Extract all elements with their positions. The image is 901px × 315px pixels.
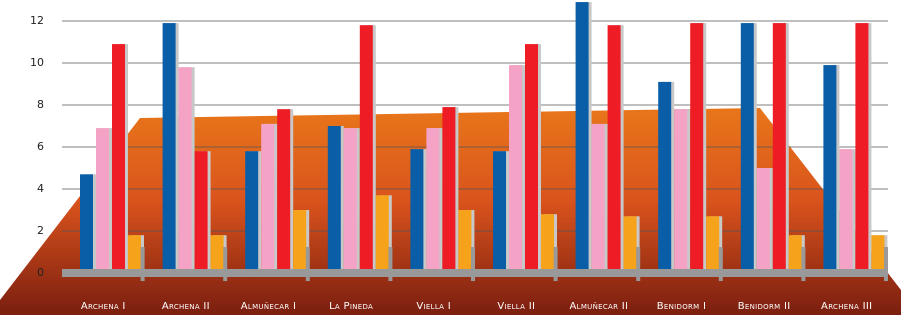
bar [674,109,687,273]
x-tick-label: Viella I [416,301,451,312]
bar [493,151,506,273]
chart: 0 2 4 6 8 10 12 Archena I Archena II Almuñecar I L… [0,0,901,315]
x-tick-label: Archena II [162,301,210,312]
x-tick-label: Benidorm I [657,301,707,312]
y-tick-label: 10 [30,56,44,69]
bar [855,23,868,273]
base-bar [62,269,888,277]
x-tick-label: Benidorm II [738,301,791,312]
y-tick-label: 2 [37,224,44,237]
x-tick-label: La Pineda [329,301,373,312]
y-tick-label: 6 [37,140,44,153]
bar [293,210,306,273]
bar [839,149,852,273]
bar [871,235,884,273]
bar [706,216,719,273]
x-tick-label: Archena III [821,301,872,312]
bar [96,128,109,273]
bar [195,151,208,273]
bar [541,214,554,273]
bar [658,82,671,273]
bar [344,128,357,273]
bar [112,44,125,273]
bar [592,124,605,273]
y-tick-label: 4 [37,182,44,195]
y-tick-label: 0 [37,266,44,279]
bar [128,235,141,273]
bar [509,65,522,273]
bar [576,2,589,273]
bar [163,23,176,273]
bar [624,216,637,273]
bar [741,23,754,273]
bar [442,107,455,273]
x-tick-label: Almuñecar I [241,301,297,312]
bar [80,174,93,273]
bar [245,151,258,273]
bar [608,25,621,273]
y-tick-label: 12 [30,14,44,27]
bar [360,25,373,273]
bar [789,235,802,273]
bar [690,23,703,273]
bar [757,168,770,273]
x-tick-label: Almuñecar II [570,301,629,312]
x-tick-label: Archena I [81,301,126,312]
bar [525,44,538,273]
bar [277,109,290,273]
y-tick-label: 8 [37,98,44,111]
bar [426,128,439,273]
bar [328,126,341,273]
bar [376,195,389,273]
bar [211,235,224,273]
bar [773,23,786,273]
x-tick-label: Viella II [497,301,535,312]
bar [458,210,471,273]
bar [179,67,192,273]
bar [410,149,423,273]
bar [261,124,274,273]
bar [823,65,836,273]
